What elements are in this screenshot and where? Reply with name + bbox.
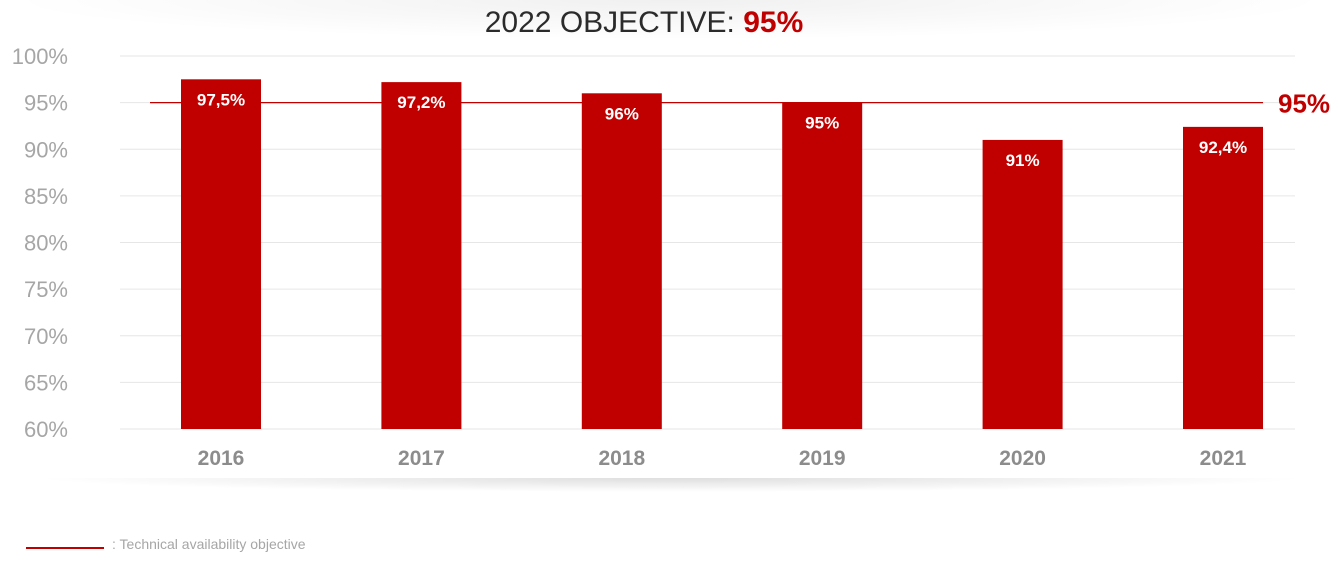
gridlines <box>120 55 1295 430</box>
y-tick-label: 100% <box>12 44 68 69</box>
bars <box>181 79 1263 430</box>
x-tick-label: 2019 <box>799 447 846 470</box>
x-axis: 2016 2017 2018 2019 2020 2021 <box>198 447 1247 470</box>
bar <box>1183 126 1263 430</box>
data-label: 95% <box>805 114 839 133</box>
top-shade <box>0 0 1338 40</box>
objective-label: 95% <box>1278 89 1330 119</box>
data-label: 97,5% <box>197 90 245 109</box>
legend-label: : Technical availability objective <box>112 536 306 552</box>
bar <box>381 82 462 430</box>
data-label: 91% <box>1006 151 1040 170</box>
data-label: 96% <box>605 104 639 123</box>
data-labels: 97,5% 97,2% 96% 95% 91% 92,4% <box>197 90 1247 170</box>
y-tick-label: 85% <box>24 184 68 209</box>
bar <box>181 79 261 429</box>
y-tick-label: 95% <box>24 91 68 116</box>
legend: : Technical availability objective <box>26 534 306 554</box>
bar-chart: 60%65%70%75%80%85%90%95%100% 2016 2017 201… <box>12 44 1330 470</box>
y-tick-label: 80% <box>24 231 68 256</box>
y-tick-label: 70% <box>24 324 68 349</box>
chart-title-value: 95% <box>743 6 804 39</box>
bar <box>782 102 863 429</box>
legend-line-swatch <box>26 547 104 549</box>
x-tick-label: 2020 <box>999 447 1046 470</box>
y-tick-label: 90% <box>24 137 68 162</box>
chart-title-prefix: 2022 OBJECTIVE: <box>484 6 744 39</box>
y-axis: 60% 65% 70% 75% 80% 85% 90% 95% 100% <box>12 44 68 442</box>
data-label: 97,2% <box>397 93 445 112</box>
data-label: 92,4% <box>1199 138 1247 157</box>
bar <box>581 93 662 430</box>
x-tick-label: 2021 <box>1200 447 1247 470</box>
y-tick-label: 60% <box>24 417 68 442</box>
panel-shadow <box>30 478 1310 492</box>
y-tick-label: 65% <box>24 370 68 395</box>
objective-line-group: 95% <box>150 89 1330 119</box>
x-tick-label: 2018 <box>598 447 645 470</box>
chart-title: 2022 OBJECTIVE: 95% <box>0 6 1288 40</box>
x-tick-label: 2016 <box>198 447 245 470</box>
x-tick-label: 2017 <box>398 447 445 470</box>
bar <box>982 139 1063 430</box>
y-tick-label: 75% <box>24 277 68 302</box>
